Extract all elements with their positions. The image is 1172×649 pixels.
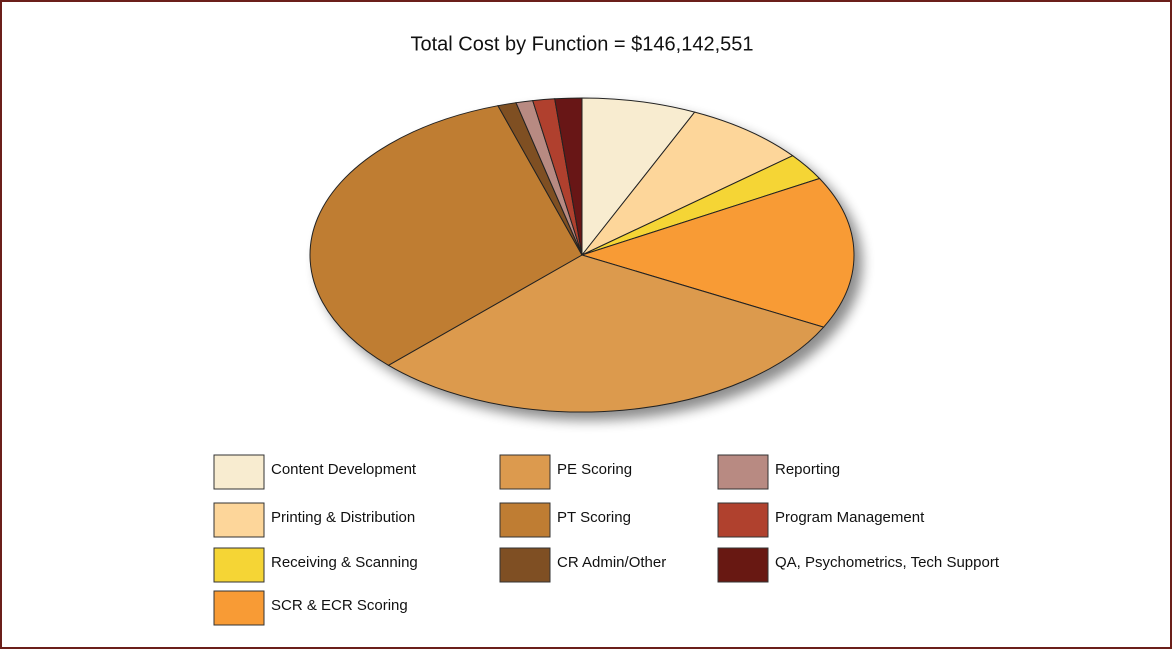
legend-swatch <box>499 547 551 583</box>
chart-title: Total Cost by Function = $146,142,551 <box>410 33 753 55</box>
pie-slice <box>554 97 583 256</box>
pie-slice <box>580 177 855 328</box>
legend-swatch <box>213 547 265 583</box>
pie-slice <box>387 254 825 413</box>
legend-label: Printing & Distribution <box>271 509 415 526</box>
legend-swatch <box>213 590 265 626</box>
pie-slice <box>581 97 696 257</box>
legend-label: CR Admin/Other <box>557 554 666 571</box>
legend-label: Receiving & Scanning <box>271 554 418 571</box>
pie <box>309 97 855 413</box>
legend-swatch <box>499 454 551 490</box>
pie-slice <box>581 111 794 256</box>
legend-swatch <box>213 454 265 490</box>
legend-label: PT Scoring <box>557 509 631 526</box>
legend-label: Reporting <box>775 461 840 478</box>
legend-label: PE Scoring <box>557 461 632 478</box>
legend-swatch <box>499 502 551 538</box>
legend-label: QA, Psychometrics, Tech Support <box>775 554 1000 571</box>
legend-swatch <box>717 454 769 490</box>
legend-label: SCR & ECR Scoring <box>271 597 408 614</box>
legend-swatch <box>213 502 265 538</box>
legend-swatch <box>717 502 769 538</box>
pie-slice <box>309 105 583 366</box>
legend-label: Content Development <box>271 461 417 478</box>
legend-swatch <box>717 547 769 583</box>
legend-label: Program Management <box>775 509 925 526</box>
